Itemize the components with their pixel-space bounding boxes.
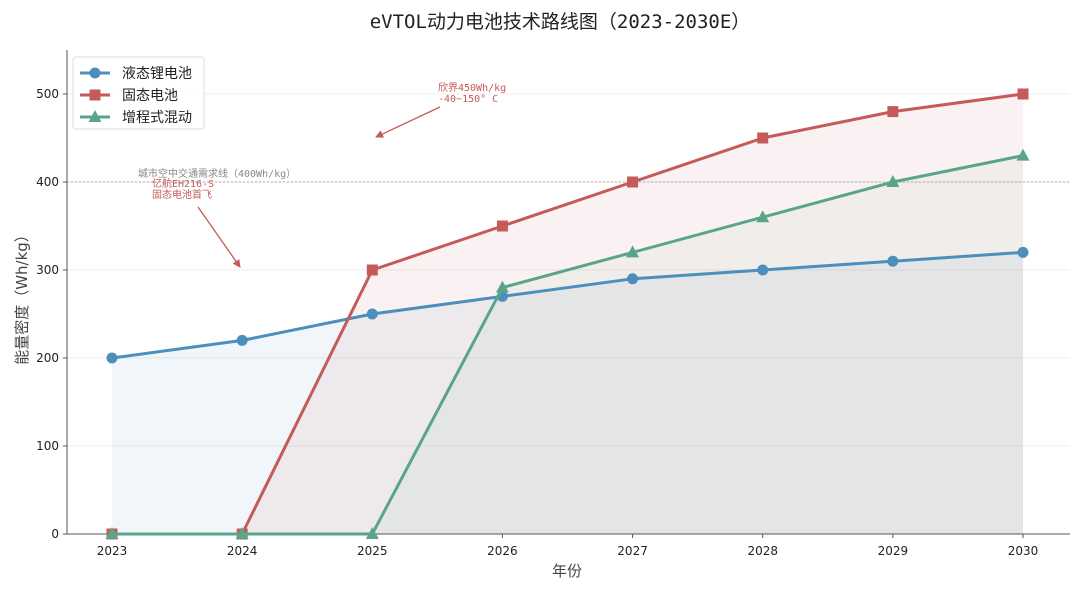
x-tick-label: 2023 bbox=[97, 544, 128, 558]
x-tick-label: 2024 bbox=[227, 544, 258, 558]
annotation-arrow bbox=[375, 106, 441, 138]
data-point bbox=[366, 264, 378, 276]
x-tick-label: 2025 bbox=[357, 544, 388, 558]
series-line bbox=[110, 92, 1025, 536]
y-axis-label: 能量密度（Wh/kg） bbox=[13, 227, 31, 365]
plot-area: 城市空中交通需求线（400Wh/kg） 0 100 200 300 400 500 2023 2… bbox=[36, 50, 1070, 558]
data-point bbox=[887, 106, 899, 118]
legend-marker bbox=[89, 67, 101, 79]
data-point bbox=[1016, 148, 1030, 161]
y-tick-label: 400 bbox=[36, 175, 59, 189]
annotation-text: 欣界450Wh/kg -40~150° C bbox=[438, 81, 506, 105]
x-tick-label: 2030 bbox=[1008, 544, 1039, 558]
data-point bbox=[757, 264, 769, 276]
annotation-text: 亿航EH216-S 固态电池首飞 bbox=[152, 177, 214, 201]
legend-marker bbox=[89, 89, 101, 101]
y-tick-label: 0 bbox=[51, 527, 59, 541]
data-point bbox=[1017, 246, 1029, 258]
data-point bbox=[236, 334, 248, 346]
annotation-arrow bbox=[197, 206, 241, 268]
x-tick-label: 2028 bbox=[747, 544, 778, 558]
y-tick-label: 300 bbox=[36, 263, 59, 277]
data-point bbox=[235, 527, 249, 539]
data-point bbox=[106, 352, 118, 364]
data-point bbox=[756, 210, 770, 223]
series-area bbox=[112, 94, 1023, 534]
x-tick-label: 2027 bbox=[617, 544, 648, 558]
data-point bbox=[886, 175, 900, 187]
y-tick-label: 500 bbox=[36, 87, 59, 101]
legend-marker bbox=[88, 110, 102, 122]
data-point bbox=[495, 280, 509, 293]
x-tick-label: 2026 bbox=[487, 544, 518, 558]
data-point bbox=[627, 273, 639, 285]
data-point bbox=[887, 255, 899, 267]
data-point bbox=[365, 527, 379, 539]
legend-box bbox=[72, 56, 205, 130]
reference-line-label: 城市空中交通需求线（400Wh/kg） bbox=[138, 167, 296, 180]
data-point bbox=[627, 176, 639, 188]
series-area bbox=[112, 155, 1023, 534]
legend-label: 液态锂电池 bbox=[122, 66, 192, 82]
data-point bbox=[496, 220, 508, 232]
data-point bbox=[1017, 88, 1029, 100]
data-point bbox=[105, 527, 119, 539]
x-tick-label: 2029 bbox=[878, 544, 909, 558]
data-point bbox=[366, 308, 378, 320]
series-line bbox=[110, 250, 1025, 360]
legend-label: 增程式混动 bbox=[122, 110, 192, 126]
y-tick-label: 200 bbox=[36, 351, 59, 365]
series-area bbox=[112, 252, 1023, 534]
data-point bbox=[757, 132, 769, 144]
legend-label: 固态电池 bbox=[122, 88, 178, 104]
chart-title: eVTOL动力电池技术路线图（2023-2030E） bbox=[370, 11, 751, 33]
series-line bbox=[110, 154, 1025, 536]
y-tick-label: 100 bbox=[36, 439, 59, 453]
data-point bbox=[626, 245, 640, 258]
x-axis-label: 年份 bbox=[552, 562, 582, 580]
